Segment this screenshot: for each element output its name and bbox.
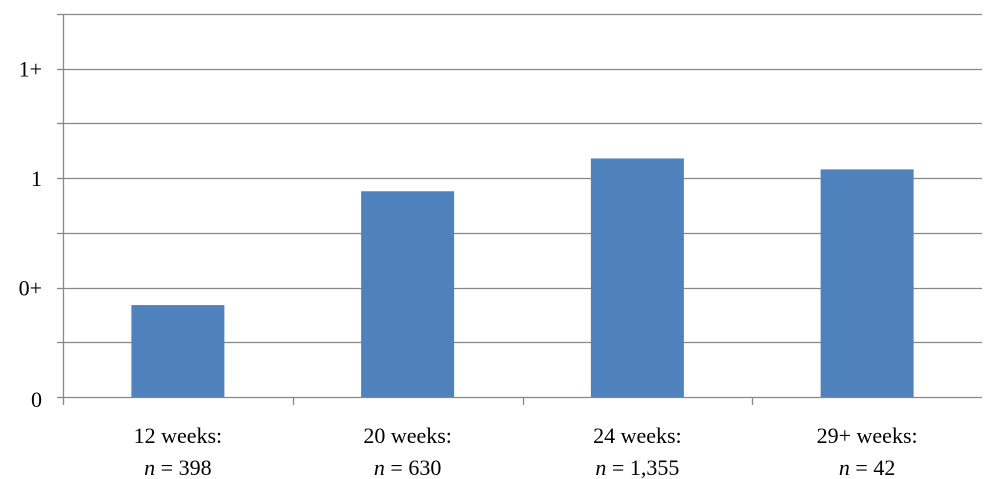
bars: [131, 158, 914, 397]
bar-3: [820, 169, 914, 397]
x-category-count-2: n = 1,355: [595, 455, 679, 479]
bar-2: [590, 158, 684, 397]
x-category-label-2: 24 weeks:: [593, 423, 682, 448]
n-symbol: n: [595, 455, 606, 479]
x-category-label-0: 12 weeks:: [134, 423, 223, 448]
x-category-count-0: n = 398: [144, 455, 211, 479]
y-tick-label-0: 0: [31, 387, 42, 412]
n-value: = 42: [850, 455, 895, 479]
n-value: = 630: [385, 455, 441, 479]
n-symbol: n: [374, 455, 385, 479]
y-tick-label-2: 1: [31, 166, 42, 191]
x-category-count-1: n = 630: [374, 455, 441, 479]
bar-0: [131, 305, 225, 397]
bar-1: [361, 191, 455, 397]
n-symbol: n: [839, 455, 850, 479]
axes: [57, 13, 982, 405]
n-value: = 1,355: [606, 455, 679, 479]
x-category-count-3: n = 42: [839, 455, 895, 479]
y-tick-label-1: 0+: [19, 276, 42, 301]
x-category-label-3: 29+ weeks:: [817, 423, 918, 448]
x-category-labels: 12 weeks: n = 398 20 weeks: n = 630 24 weeks…: [134, 423, 918, 479]
n-symbol: n: [144, 455, 155, 479]
x-category-label-1: 20 weeks:: [363, 423, 452, 448]
n-value: = 398: [155, 455, 211, 479]
y-tick-label-3: 1+: [19, 57, 42, 82]
y-tick-labels: 0 0+ 1 1+: [19, 57, 42, 412]
